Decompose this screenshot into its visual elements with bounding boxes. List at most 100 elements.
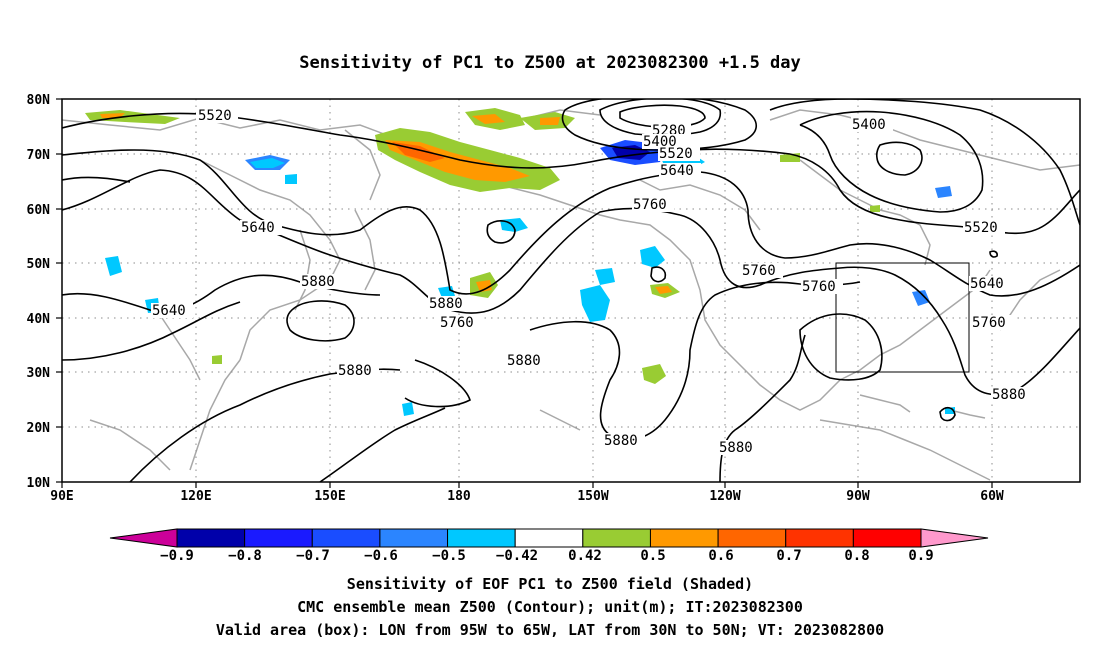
- svg-text:5520: 5520: [964, 220, 998, 236]
- contour-label-c22: 5880: [718, 440, 760, 456]
- colorbar-label: −0.42: [496, 548, 538, 564]
- contour-labels: 5520 5280 5400 5520 5640 5400 5760 5640 …: [151, 108, 1033, 456]
- contour-5520-east: [789, 153, 1080, 235]
- svg-text:5880: 5880: [338, 363, 372, 379]
- contour-5400-outer: [769, 99, 1080, 226]
- colorbar-cell: [649, 528, 719, 548]
- lon-label-120w: 120W: [709, 489, 740, 504]
- contour-5280-closed: [599, 99, 722, 137]
- svg-text:5640: 5640: [970, 276, 1004, 292]
- contour-5400-ring: [561, 99, 758, 151]
- svg-text:5640: 5640: [241, 220, 275, 236]
- lat-label-60n: 60N: [27, 203, 51, 218]
- valid-area-box: [835, 262, 970, 373]
- captions: Sensitivity of EOF PC1 to Z500 field (Sh…: [216, 575, 884, 639]
- contour-5640-closed: [486, 220, 516, 244]
- contour-5400-east: [799, 110, 984, 213]
- svg-text:5760: 5760: [802, 279, 836, 295]
- colorbar-cell: [582, 528, 651, 548]
- contour-5520-small: [989, 250, 998, 258]
- colorbar-cell: [244, 528, 313, 548]
- map-frame: [61, 98, 1081, 483]
- svg-text:5880: 5880: [719, 440, 753, 456]
- contour-5280-east: [875, 141, 923, 176]
- contour-5880-mid: [62, 301, 241, 361]
- figure-title: Sensitivity of PC1 to Z500 at 2023082300…: [299, 53, 801, 73]
- svg-text:5400: 5400: [852, 117, 886, 133]
- lon-label-60w: 60W: [980, 489, 1004, 504]
- contour-label-c17: 5760: [971, 315, 1013, 331]
- lon-label-90e: 90E: [50, 489, 73, 504]
- colorbar-label: −0.7: [296, 548, 330, 564]
- colorbar-label: 0.6: [708, 548, 733, 564]
- lat-label-20n: 20N: [27, 421, 51, 436]
- colorbar-cell: [379, 528, 449, 548]
- colorbar-label: −0.8: [228, 548, 262, 564]
- contour-label-c19: 5880: [337, 363, 379, 379]
- colorbar-cell: [176, 528, 246, 548]
- contour-5760-west: [62, 169, 681, 314]
- svg-text:5880: 5880: [604, 433, 638, 449]
- contour-label-c13: 5760: [801, 279, 843, 295]
- contour-label-c8: 5640: [240, 220, 282, 236]
- colorbar-cell: [514, 528, 584, 548]
- contour-5880-westcell: [286, 300, 355, 342]
- colorbar: [109, 528, 989, 548]
- colorbar-label: 0.5: [640, 548, 665, 564]
- colorbar-labels: −0.9 −0.8 −0.7 −0.6 −0.5 −0.42 0.42 0.5 …: [160, 548, 934, 564]
- colorbar-cell: [311, 528, 381, 548]
- latitude-labels: 80N 70N 60N 50N 40N 30N 20N 10N: [27, 93, 51, 491]
- colorbar-label: 0.7: [776, 548, 801, 564]
- svg-text:5760: 5760: [633, 197, 667, 213]
- caption-line-1: Sensitivity of EOF PC1 to Z500 field (Sh…: [347, 575, 753, 593]
- colorbar-label: 0.9: [908, 548, 933, 564]
- contour-5880-small: [939, 406, 956, 422]
- lon-label-150w: 150W: [577, 489, 608, 504]
- contour-label-c18: 5880: [506, 353, 548, 369]
- contour-label-c20: 5880: [991, 387, 1033, 403]
- colorbar-cell: [785, 528, 854, 548]
- colorbar-cell: [447, 528, 516, 548]
- svg-text:5520: 5520: [659, 146, 693, 162]
- lat-label-30n: 30N: [27, 366, 51, 381]
- svg-text:5760: 5760: [440, 315, 474, 331]
- contour-label-c1: 5520: [196, 108, 238, 124]
- longitude-labels: 90E 120E 150E 180 150W 120W 90W 60W: [50, 489, 1004, 504]
- z500-contours: [62, 99, 1080, 482]
- colorbar-left-triangle: [109, 528, 178, 548]
- contour-5640-west: [62, 149, 701, 295]
- colorbar-cell: [852, 528, 922, 548]
- contour-5640-east: [699, 171, 1080, 297]
- contour-label-c5: 5640: [659, 163, 701, 179]
- contour-label-c16: 5760: [439, 315, 481, 331]
- lon-label-90w: 90W: [846, 489, 870, 504]
- contour-5760-closed: [650, 266, 667, 283]
- map-background: [62, 99, 1080, 482]
- colorbar-cell: [717, 528, 787, 548]
- svg-text:5880: 5880: [992, 387, 1026, 403]
- colorbar-label: −0.6: [364, 548, 398, 564]
- contour-label-c14: 5880: [428, 296, 470, 312]
- svg-text:5880: 5880: [429, 296, 463, 312]
- svg-text:5640: 5640: [152, 303, 186, 319]
- svg-text:5760: 5760: [972, 315, 1006, 331]
- contour-label-c10: 5760: [741, 263, 783, 279]
- contour-label-c6: 5400: [851, 117, 893, 133]
- contour-5280-inner: [619, 104, 706, 128]
- caption-line-3: Valid area (box): LON from 95W to 65W, L…: [216, 621, 884, 639]
- colorbar-label: 0.8: [844, 548, 869, 564]
- contour-label-c9: 5520: [963, 220, 1005, 236]
- contour-label-c7: 5760: [632, 197, 674, 213]
- lon-label-150e: 150E: [314, 489, 345, 504]
- shading-positive-siberia: [85, 110, 180, 124]
- contour-label-c21: 5880: [603, 433, 645, 449]
- contour-5640-far: [62, 176, 131, 183]
- contour-label-c15: 5640: [151, 303, 193, 319]
- colorbar-label: 0.42: [568, 548, 602, 564]
- contour-5880-low: [319, 407, 446, 482]
- contour-label-c12: 5640: [969, 276, 1011, 292]
- contour-label-c11: 5880: [300, 274, 342, 290]
- lon-label-120e: 120E: [180, 489, 211, 504]
- caption-line-2: CMC ensemble mean Z500 (Contour); unit(m…: [297, 598, 803, 616]
- axis-ticks: [56, 98, 993, 488]
